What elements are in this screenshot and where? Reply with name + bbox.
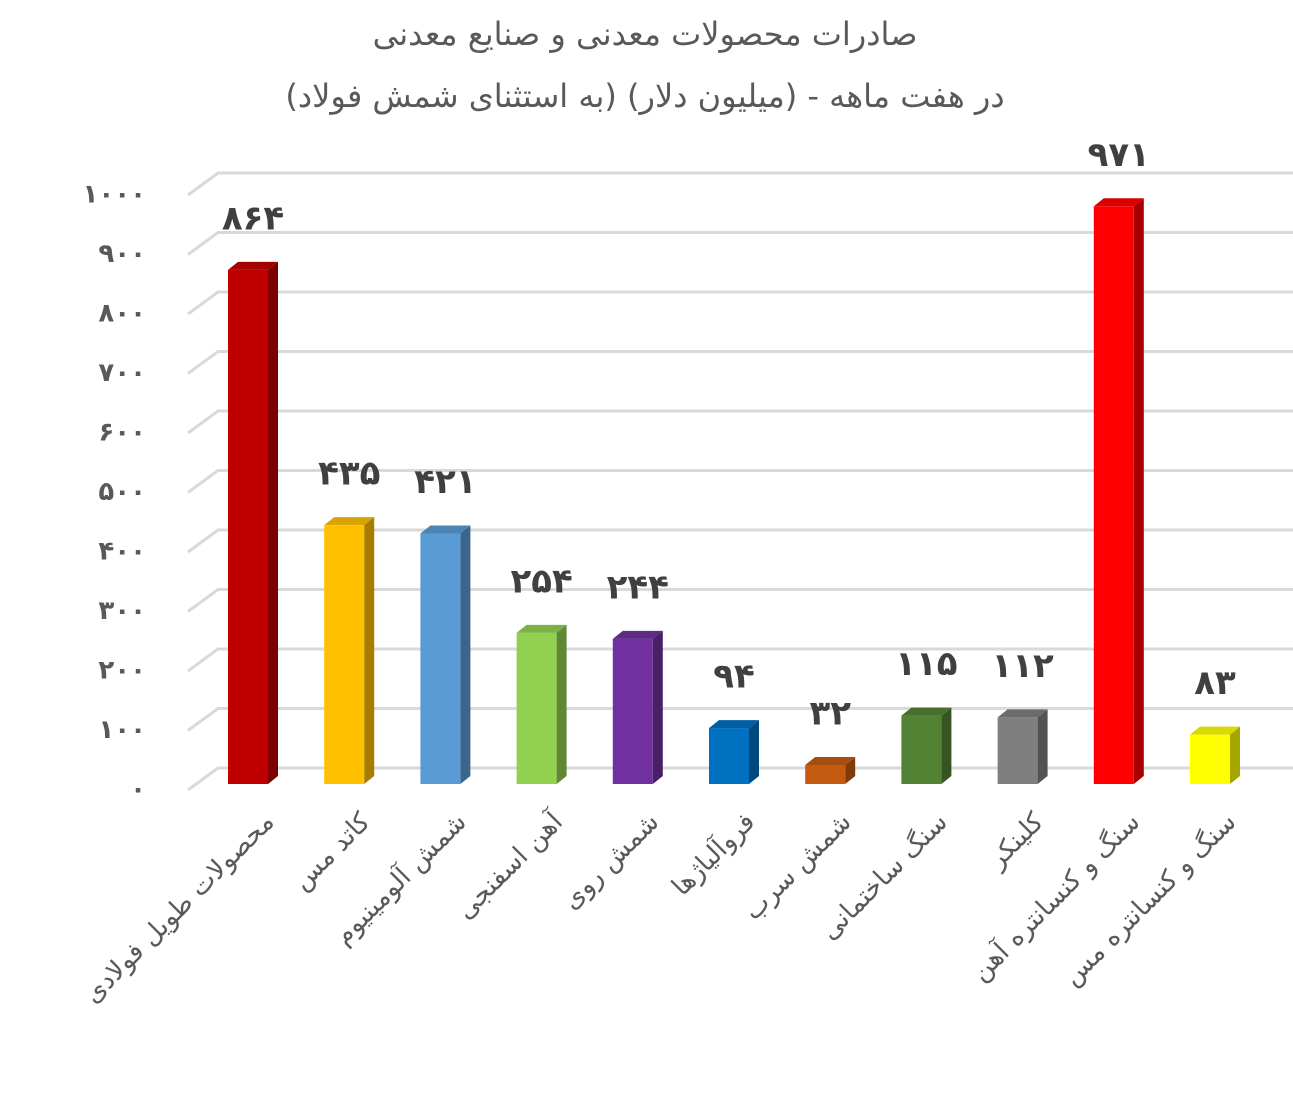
bar-front (709, 728, 749, 784)
value-label: ۱۱۲ (991, 646, 1054, 686)
value-label: ۸۶۴ (222, 198, 284, 238)
bar (612, 630, 663, 784)
bar-top (997, 709, 1048, 718)
y-tick-label: ۷۰۰ (98, 358, 146, 388)
value-label: ۲۵۴ (510, 561, 572, 601)
bar-top (612, 630, 663, 639)
bar-side (1133, 198, 1144, 784)
bar (997, 709, 1048, 784)
bar-top (1190, 726, 1240, 735)
value-label: ۴۲۱ (414, 462, 476, 502)
bar-side (749, 720, 759, 784)
value-label: ۹۴ (713, 657, 755, 697)
value-label: ۸۳ (1194, 663, 1236, 703)
value-label: ۹۷۱ (1088, 135, 1150, 175)
value-label: ۳۲ (809, 693, 851, 733)
bar-front (997, 717, 1038, 784)
y-tick-label: ۱۰۰ (98, 715, 146, 745)
bar (709, 720, 759, 784)
bar (324, 517, 375, 784)
bar-top (1093, 198, 1144, 207)
grid-line (187, 409, 1293, 435)
y-tick-label: ۴۰۰ (98, 537, 146, 567)
x-tick-label: شمش روی (556, 807, 665, 916)
bar-top (516, 624, 567, 633)
bar-front (516, 632, 557, 784)
grid-line (187, 647, 1293, 673)
x-tick-label: فروآلیاژها (665, 806, 761, 902)
bar-front (612, 638, 653, 784)
bar-front (420, 533, 461, 784)
bar-top (420, 525, 471, 534)
bar-front (228, 269, 268, 784)
y-tick-label: ۹۰۰ (98, 239, 146, 269)
bar-top (901, 707, 952, 716)
x-tick-label: کاتد مس (287, 807, 377, 897)
value-label: ۲۴۴ (607, 567, 669, 607)
bar-side (845, 756, 856, 784)
bar-front (1093, 206, 1134, 784)
y-tick-label: ۲۰۰ (98, 656, 146, 686)
value-label: ۴۳۵ (318, 454, 380, 494)
grid-line (187, 469, 1293, 494)
x-tick-label: کلینکر (981, 807, 1050, 876)
grid-line (187, 171, 1293, 197)
x-tick-label: محصولات طویل فولادی (78, 807, 280, 1009)
y-tick-label: ۶۰۰ (98, 418, 146, 448)
bar-top (324, 517, 375, 526)
grid-line (187, 231, 1293, 256)
bar (805, 756, 856, 784)
y-tick-label: ۰ (130, 775, 146, 805)
bar (228, 261, 278, 784)
bar (420, 525, 471, 784)
bar-top (805, 756, 856, 765)
x-tick-label: سنگ و کنسانتره آهن (964, 806, 1146, 988)
bar (1190, 726, 1240, 784)
chart-title: صادرات محصولات معدنی و صنایع معدنی (373, 15, 918, 53)
bar-side (1037, 709, 1048, 784)
grid-line (187, 528, 1293, 554)
bar-front (805, 764, 846, 784)
x-tick-label: آهن اسفنجی (449, 804, 570, 925)
grid-line (187, 350, 1293, 375)
y-tick-label: ۳۰۰ (98, 596, 146, 626)
bar-side (1230, 726, 1240, 784)
value-label: ۱۱۵ (895, 644, 957, 684)
chart-subtitle: (به استثنای شمش فولاد) در هفت ماهه - (می… (285, 77, 1004, 115)
bar (516, 624, 567, 784)
y-tick-label: ۵۰۰ (98, 477, 146, 507)
grid-line (187, 290, 1293, 316)
y-tick-label: ۸۰۰ (98, 299, 146, 329)
bar-side (268, 261, 278, 784)
x-tick-label: سنگ و کنسانتره مس (1056, 806, 1242, 992)
y-tick-label: ۱۰۰۰ (83, 180, 146, 210)
bar-side (652, 630, 663, 784)
bar-front (324, 525, 365, 784)
grid-line (187, 588, 1293, 613)
bar (1093, 198, 1144, 784)
bar-side (460, 525, 471, 784)
bar-side (941, 707, 952, 784)
bar-top (228, 261, 278, 270)
bar-side (556, 624, 567, 784)
bar-front (1190, 734, 1230, 784)
bar-top (709, 720, 759, 729)
bar (901, 707, 952, 784)
bar-side (364, 517, 375, 784)
bar-front (901, 715, 942, 784)
